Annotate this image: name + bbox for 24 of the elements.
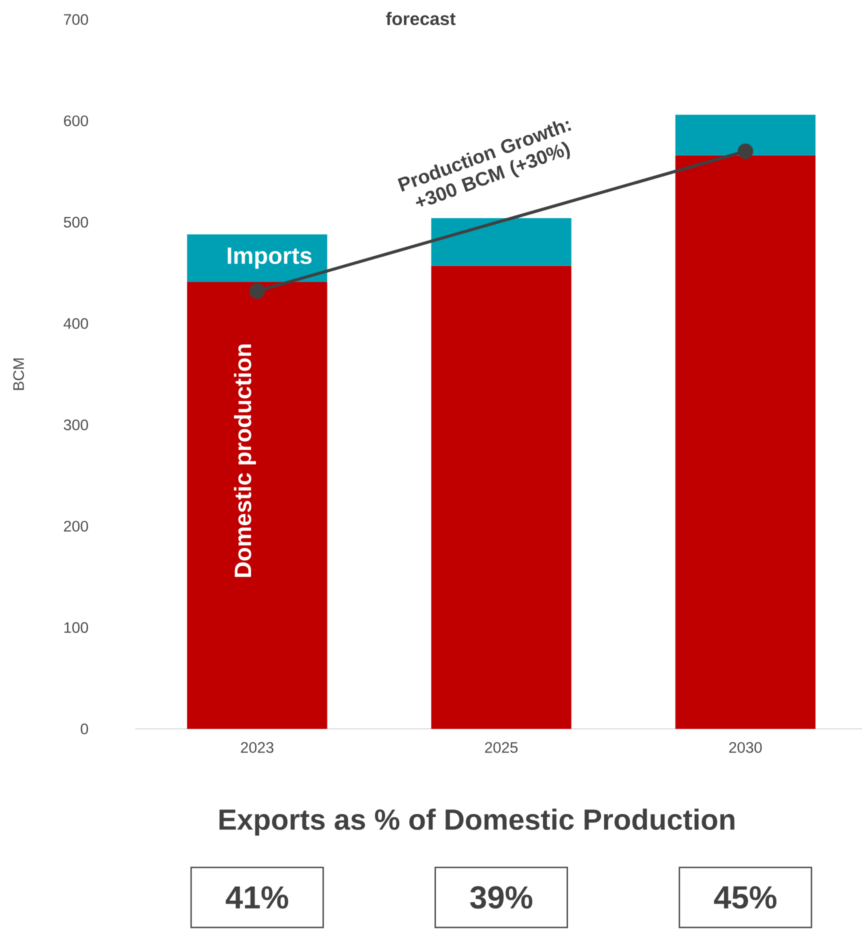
x-tick-label: 2025 xyxy=(485,742,518,753)
y-tick-label: 500 xyxy=(64,216,88,228)
series-label: Domestic production xyxy=(234,344,256,577)
x-tick-label: 2030 xyxy=(729,742,762,753)
y-tick-label: 300 xyxy=(64,419,88,430)
bar xyxy=(431,266,572,729)
text: 45% xyxy=(714,886,776,909)
y-tick-label: 200 xyxy=(64,520,88,532)
text: 39% xyxy=(470,886,532,909)
y-tick-label: 100 xyxy=(64,622,88,633)
chart-title: forecast xyxy=(386,12,456,26)
text: Exports as % of Domestic Production xyxy=(220,808,734,836)
y-tick-label: 700 xyxy=(64,14,88,25)
x-tick-label: 2023 xyxy=(240,742,274,753)
bar xyxy=(675,155,816,729)
bar xyxy=(187,282,328,729)
y-axis-title: BCM xyxy=(13,358,24,390)
y-tick-label: 400 xyxy=(64,318,88,329)
bar xyxy=(675,114,816,156)
series-label: Imports xyxy=(228,248,312,269)
y-tick-label: 600 xyxy=(64,115,88,126)
bar xyxy=(431,218,572,266)
text: 41% xyxy=(226,886,288,909)
y-tick-label: 0 xyxy=(80,724,88,734)
